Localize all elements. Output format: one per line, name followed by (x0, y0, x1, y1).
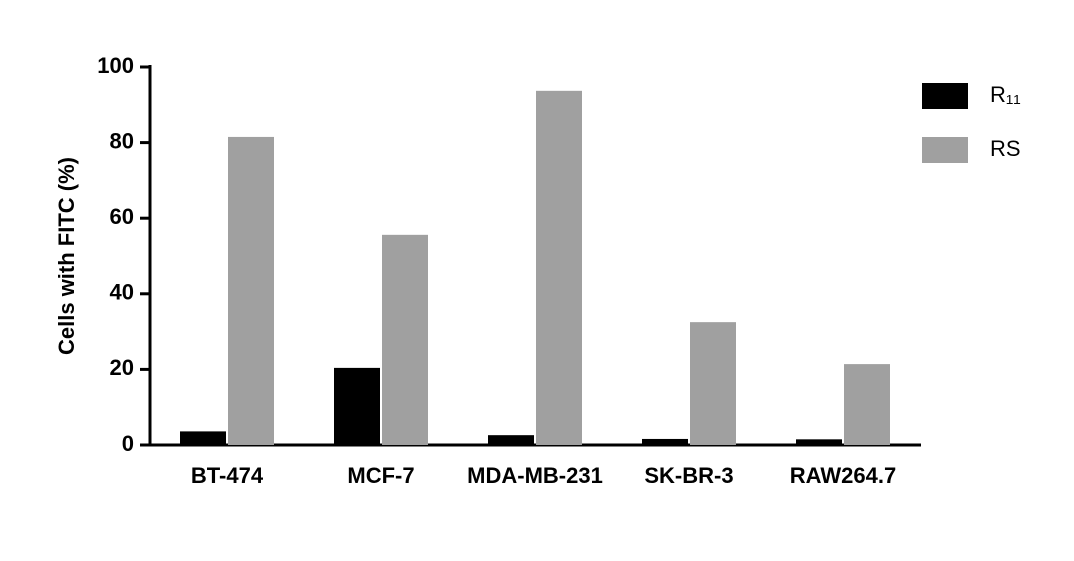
bar (642, 438, 688, 445)
bar (536, 90, 582, 446)
x-tick-label: BT-474 (191, 463, 264, 488)
y-tick-label: 100 (97, 53, 134, 78)
bar (180, 431, 226, 445)
x-tick-label: MDA-MB-231 (467, 463, 603, 488)
bar (796, 439, 842, 445)
bar (382, 234, 428, 445)
bar (844, 364, 890, 445)
y-tick-label: 0 (122, 431, 134, 456)
legend-label: RS (990, 136, 1021, 161)
bar (488, 435, 534, 445)
legend-swatch (922, 83, 968, 109)
y-tick-label: 60 (110, 204, 134, 229)
bar (334, 367, 380, 445)
x-tick-label: SK-BR-3 (644, 463, 733, 488)
legend-swatch (922, 137, 968, 163)
x-tick-label: RAW264.7 (790, 463, 896, 488)
y-tick-label: 40 (110, 280, 134, 305)
y-axis-title: Cells with FITC (%) (54, 157, 79, 355)
y-tick-label: 20 (110, 355, 134, 380)
bar (228, 136, 274, 445)
x-tick-label: MCF-7 (347, 463, 414, 488)
bar (690, 322, 736, 445)
legend-label: R₁₁ (990, 82, 1021, 107)
y-tick-label: 80 (110, 128, 134, 153)
